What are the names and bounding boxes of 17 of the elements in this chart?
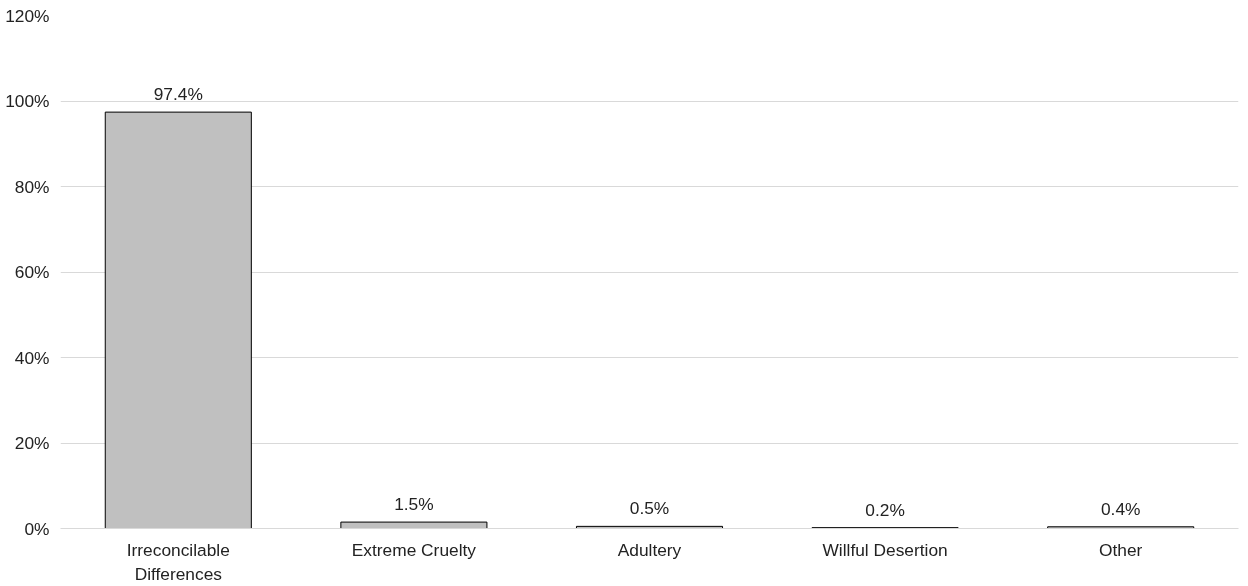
data-label: 0.5% — [629, 498, 670, 519]
x-tick-label: Willful Desertion — [822, 539, 948, 560]
data-label: 0.2% — [865, 499, 905, 520]
y-tick-label: 120% — [5, 5, 50, 26]
x-tick-label: Extreme Cruelty — [351, 539, 477, 560]
x-tick-label: Adultery — [617, 539, 682, 560]
data-label: 97.4% — [153, 84, 203, 105]
y-tick-label: 40% — [14, 347, 50, 368]
y-tick-label: 100% — [5, 91, 50, 111]
y-tick-label: 20% — [14, 433, 50, 453]
data-label: 0.4% — [1100, 498, 1141, 519]
x-tick-label: Other — [1099, 539, 1143, 560]
x-tick-label: Irreconcilable Differences — [126, 539, 230, 584]
y-tick-label: 60% — [14, 262, 50, 282]
y-tick-label: 0% — [24, 518, 50, 539]
data-label: 1.5% — [394, 494, 434, 515]
y-tick-label: 80% — [14, 176, 50, 197]
